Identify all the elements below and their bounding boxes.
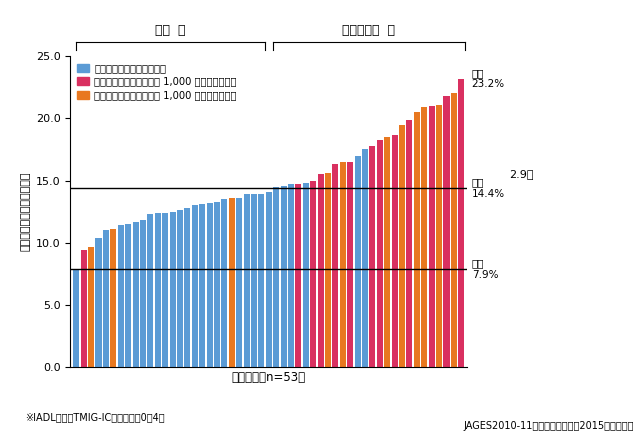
Text: 2.9倍: 2.9倍	[509, 169, 533, 179]
Bar	[177, 210, 183, 367]
Bar	[132, 222, 139, 367]
Bar	[436, 105, 442, 367]
Text: 郊外・農村  多: 郊外・農村 多	[342, 25, 396, 38]
Legend: 都市：政令指定都市内の区, 郊外：可住地人口密度が 1,000 人以上の市町村, 農村：可住地人口密度が 1,000 人未満の市町村: 都市：政令指定都市内の区, 郊外：可住地人口密度が 1,000 人以上の市町村,…	[74, 59, 241, 104]
Bar	[288, 184, 294, 367]
Bar	[251, 194, 257, 367]
Bar	[266, 192, 272, 367]
Bar	[214, 202, 220, 367]
Bar	[273, 187, 279, 367]
Bar	[118, 226, 124, 367]
Bar	[184, 208, 191, 367]
Bar	[369, 146, 376, 367]
Text: 最高
23.2%: 最高 23.2%	[472, 68, 505, 89]
Text: 最低
7.9%: 最低 7.9%	[472, 258, 498, 280]
Bar	[236, 198, 242, 367]
Bar	[140, 220, 146, 367]
Bar	[147, 214, 154, 367]
Bar	[244, 194, 250, 367]
Bar	[377, 140, 383, 367]
Bar	[444, 96, 449, 367]
Bar	[340, 162, 346, 367]
Bar	[392, 134, 397, 367]
Bar	[221, 199, 227, 367]
Bar	[192, 206, 198, 367]
Bar	[303, 183, 309, 367]
Text: JAGES2010-11（加藤清人ほか、2015から作成）: JAGES2010-11（加藤清人ほか、2015から作成）	[463, 421, 634, 431]
Bar	[155, 213, 161, 367]
Bar	[458, 79, 464, 367]
X-axis label: 市区町村（n=53）: 市区町村（n=53）	[232, 372, 306, 384]
Bar	[384, 137, 390, 367]
Bar	[88, 247, 94, 367]
Bar	[332, 165, 339, 367]
Bar	[414, 112, 420, 367]
Bar	[296, 184, 301, 367]
Bar	[325, 173, 331, 367]
Bar	[406, 120, 413, 367]
Bar	[199, 204, 205, 367]
Text: 平均
14.4%: 平均 14.4%	[472, 177, 505, 199]
Bar	[170, 212, 175, 367]
Text: ※IADL低下：TMIG-IC手段的自立0～4点: ※IADL低下：TMIG-IC手段的自立0～4点	[26, 413, 165, 422]
Bar	[280, 186, 287, 367]
Bar	[355, 156, 361, 367]
Bar	[103, 230, 109, 367]
Bar	[451, 93, 457, 367]
Text: 都市  多: 都市 多	[156, 25, 186, 38]
Bar	[347, 162, 353, 367]
Bar	[81, 250, 87, 367]
Bar	[362, 149, 368, 367]
Bar	[259, 194, 264, 367]
Bar	[317, 175, 324, 367]
Bar	[95, 238, 102, 367]
Bar	[399, 124, 405, 367]
Bar	[421, 107, 428, 367]
Bar	[110, 229, 116, 367]
Bar	[162, 213, 168, 367]
Bar	[125, 224, 131, 367]
Bar	[310, 181, 316, 367]
Bar	[74, 269, 79, 367]
Bar	[228, 198, 235, 367]
Bar	[207, 203, 212, 367]
Y-axis label: ＩＡＤＬ低下者割合（％）: ＩＡＤＬ低下者割合（％）	[20, 172, 30, 251]
Bar	[429, 106, 435, 367]
